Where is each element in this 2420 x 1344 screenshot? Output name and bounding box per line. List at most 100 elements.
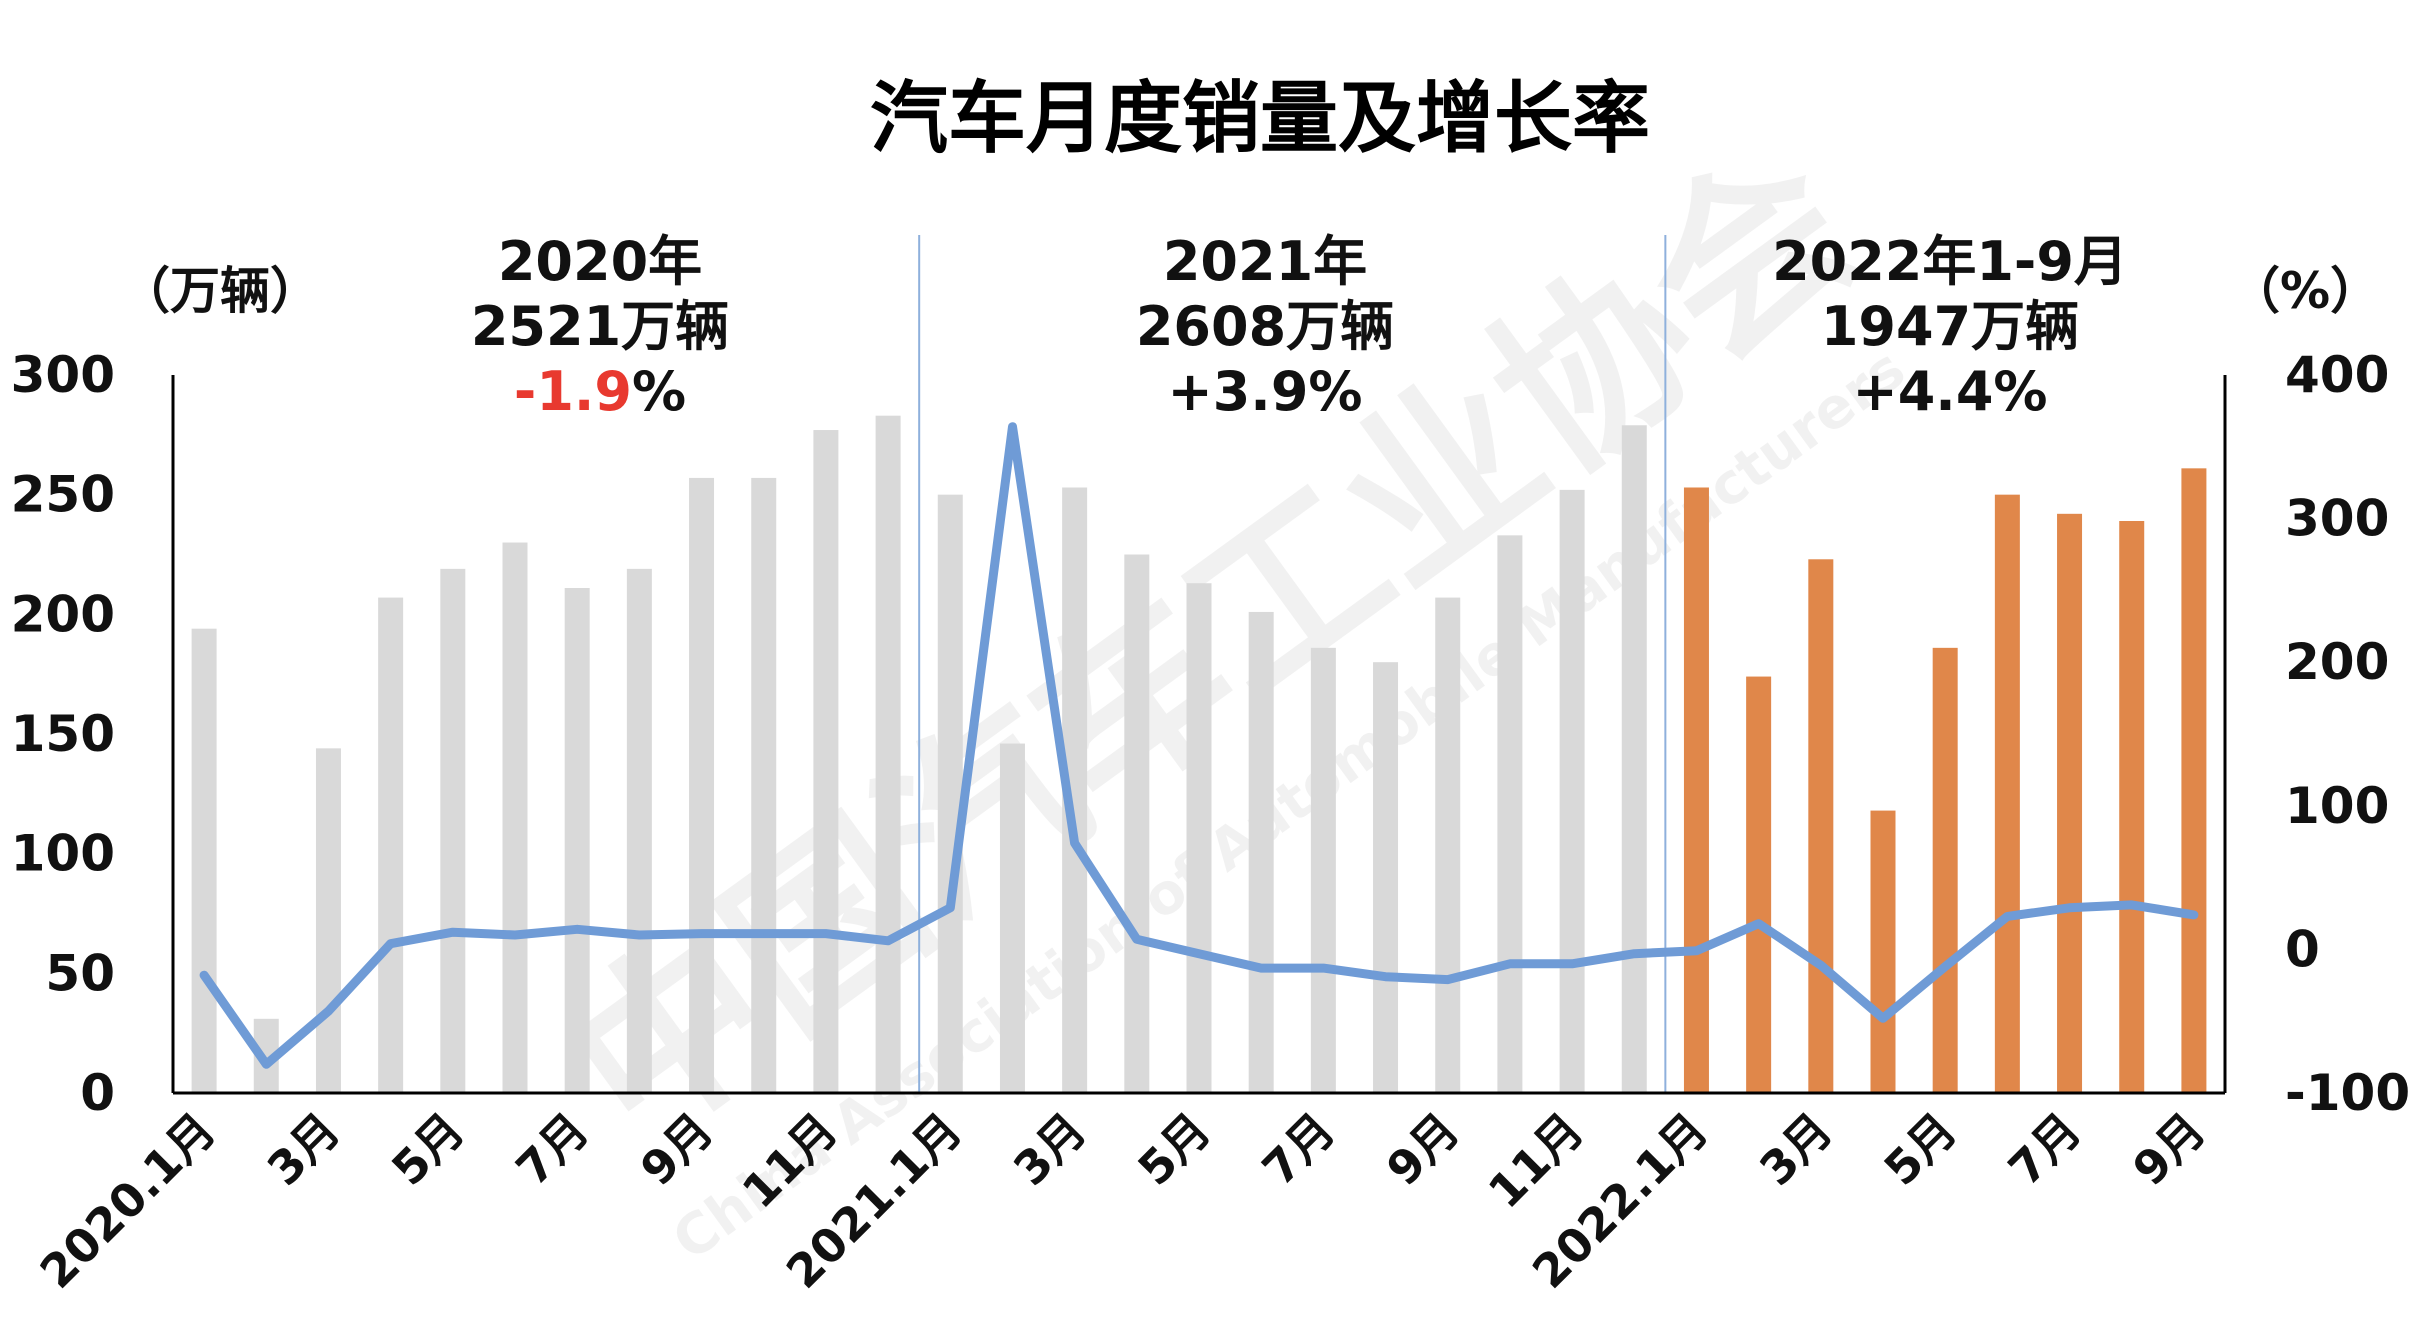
line-point [327,1010,329,1012]
x-tick-label: 3月 [1749,1103,1842,1196]
bar [564,588,590,1093]
bar [1932,647,1958,1093]
period-annotation-total: 2521万辆 [471,295,729,358]
bar [689,477,715,1093]
line-point [763,933,765,935]
line-point [1260,967,1262,969]
bar [2057,513,2083,1093]
line-point [887,940,889,942]
y-tick-right: -100 [2285,1064,2410,1122]
x-tick-label: 9月 [2122,1103,2215,1196]
line-point [1074,842,1076,844]
bar [378,597,404,1093]
x-tick-label: 9月 [1376,1103,1469,1196]
x-tick-label: 7月 [1252,1103,1345,1196]
bar [1994,494,2020,1094]
line-point [949,907,951,909]
period-annotation-rate: +3.9% [1167,360,1362,423]
line-point [576,928,578,930]
line-point [1695,950,1697,952]
bar [626,568,652,1093]
y-tick-left: 250 [11,466,115,524]
period-annotation-year: 2021年 [1163,230,1367,293]
line-point [1882,1017,1884,1019]
bar [875,415,901,1094]
line-point [1011,426,1013,428]
line-point [1944,966,1946,968]
line-point [1198,953,1200,955]
period-annotation-rate: +4.4% [1852,360,2047,423]
rate-text: % [632,360,686,423]
line-point [2069,907,2071,909]
y-tick-right: 300 [2285,490,2389,548]
x-tick-label: 11月 [1478,1103,1594,1219]
bar [1683,487,1709,1093]
line-point [1509,963,1511,965]
bar [502,542,528,1093]
x-tick-label: 7月 [506,1103,599,1196]
bar [191,628,217,1093]
period-annotation-year: 2020年 [498,230,702,293]
line-point [1322,967,1324,969]
bar [1746,676,1772,1093]
left-axis-unit: （万辆） [120,262,320,320]
line-point [638,934,640,936]
line-point [1820,964,1822,966]
x-tick-label: 2020.1月 [30,1103,226,1299]
line-point [203,974,205,976]
x-tick-label: 3月 [1003,1103,1096,1196]
bar [1124,554,1150,1093]
plot-area: 0 50 100 150 200 250 300 -100 0 100 200 300 400 2020.… [11,230,2411,1299]
y-tick-left: 50 [45,944,115,1002]
bar [440,568,466,1093]
rate-text: +4.4% [1852,360,2047,423]
line-point [1758,923,1760,925]
bar [1310,647,1336,1093]
line-point [390,943,392,945]
line-point [701,933,703,935]
bar [1435,597,1461,1093]
y-tick-right: 100 [2285,777,2389,835]
y-tick-left: 200 [11,585,115,643]
y-tick-right: 200 [2285,633,2389,691]
bar [999,743,1025,1093]
y-tick-left: 100 [11,825,115,883]
line-point [452,931,454,933]
x-tick-label: 3月 [257,1103,350,1196]
line-point [2006,915,2008,917]
line-point [2131,904,2133,906]
bar [937,494,963,1094]
y-tick-right: 400 [2285,346,2389,404]
y-tick-left: 150 [11,705,115,763]
bar [1248,611,1274,1093]
line-point [1633,953,1635,955]
bar [1621,425,1647,1093]
y-tick-left: 0 [80,1064,115,1122]
y-tick-right: 0 [2285,920,2320,978]
right-axis-unit: （%） [2230,262,2380,320]
line-point [1571,963,1573,965]
period-annotation-total: 2608万辆 [1136,295,1394,358]
x-tick-label: 7月 [1998,1103,2091,1196]
x-tick-label: 5月 [381,1103,474,1196]
line-point [1447,979,1449,981]
line-point [1136,938,1138,940]
rate-text: +3.9% [1167,360,1362,423]
line-point [514,934,516,936]
rate-highlight: -1.9 [514,360,632,423]
bar [1186,583,1212,1093]
line-point [825,933,827,935]
bar [751,477,777,1093]
y-tick-left: 300 [11,346,115,404]
period-annotation-rate: -1.9% [514,360,686,423]
x-tick-label: 5月 [1127,1103,1220,1196]
bar [2119,520,2145,1093]
bar [1870,810,1896,1093]
bar [1373,662,1399,1093]
bar [813,430,839,1094]
period-annotation-total: 1947万辆 [1821,295,2079,358]
line-point [1385,976,1387,978]
x-tick-label: 5月 [1874,1103,1967,1196]
bar [1808,559,1834,1093]
